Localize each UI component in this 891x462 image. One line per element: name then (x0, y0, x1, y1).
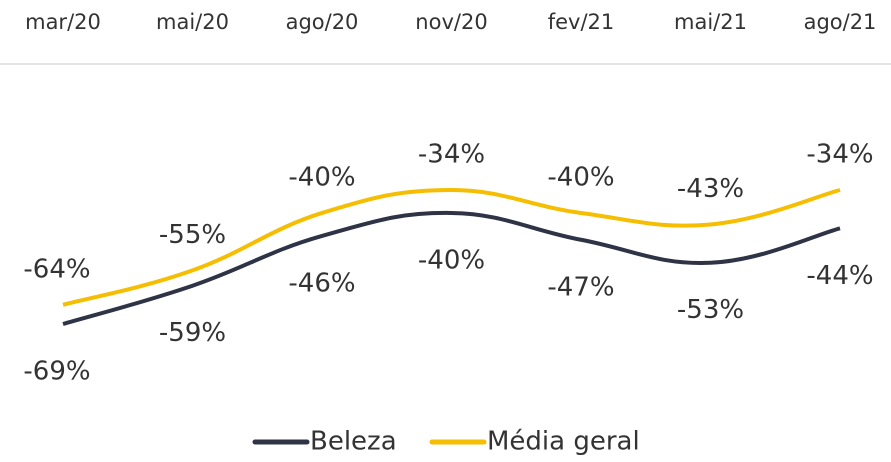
line (62, 187, 841, 307)
data-label: -40% (288, 162, 355, 192)
line (62, 210, 841, 326)
x-tick-label: mai/21 (674, 10, 747, 34)
data-label: -40% (418, 245, 485, 275)
data-label: -69% (23, 357, 90, 387)
data-label: -55% (159, 220, 226, 250)
data-label: -59% (159, 318, 226, 348)
data-label: -34% (418, 140, 485, 170)
x-tick-label: ago/21 (804, 10, 877, 34)
data-label: -40% (547, 162, 614, 192)
x-tick-label: fev/21 (548, 10, 615, 34)
data-label: -64% (23, 254, 90, 284)
data-label: -44% (806, 261, 873, 291)
legend-label: Média geral (487, 427, 640, 457)
x-tick-label: mai/20 (156, 10, 229, 34)
x-tick-label: mar/20 (25, 10, 101, 34)
data-label: -43% (677, 174, 744, 204)
data-label: -53% (677, 295, 744, 325)
data-label: -34% (806, 140, 873, 170)
data-label: -46% (288, 268, 355, 298)
data-label: -47% (547, 272, 614, 302)
x-tick-label: nov/20 (415, 10, 487, 34)
x-tick-label: ago/20 (286, 10, 359, 34)
legend-label: Beleza (310, 427, 397, 457)
